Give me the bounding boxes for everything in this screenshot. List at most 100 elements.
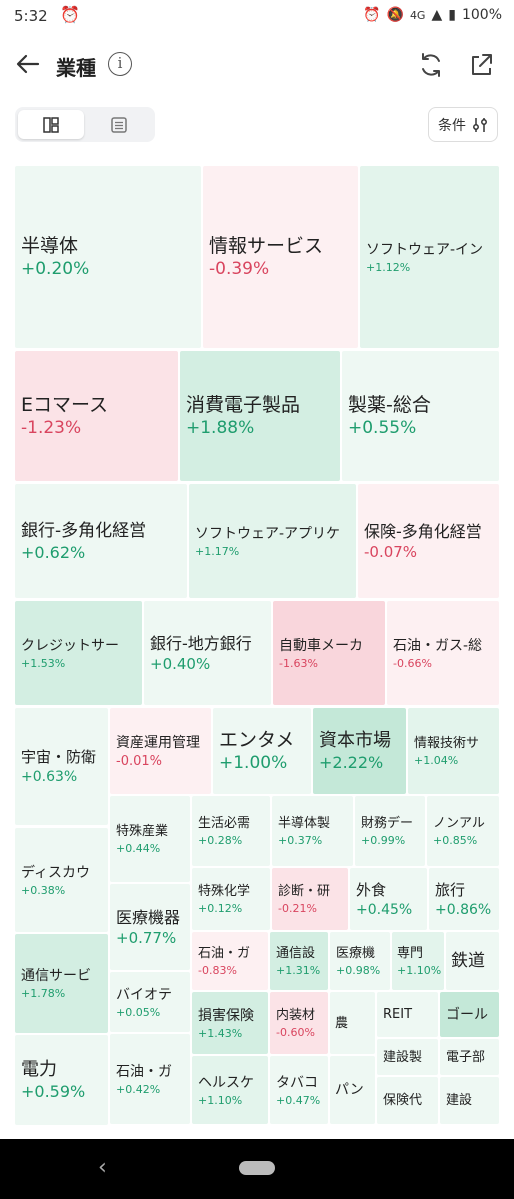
sector-tile[interactable]: バイオテ +0.05%	[110, 972, 190, 1032]
sector-tile[interactable]: 情報技術サ +1.04%	[408, 708, 499, 794]
sector-change: +0.98%	[336, 964, 381, 977]
sector-tile[interactable]: 建設	[440, 1077, 499, 1124]
sector-tile[interactable]: 建設製	[377, 1039, 438, 1075]
sector-name: 資本市場	[319, 730, 391, 751]
sector-name: 半導体	[21, 235, 79, 257]
sector-tile[interactable]: Eコマース -1.23%	[15, 351, 178, 481]
sector-tile[interactable]: クレジットサー +1.53%	[15, 601, 142, 705]
share-icon[interactable]	[466, 50, 496, 80]
sector-tile[interactable]: 医療機器 +0.77%	[110, 884, 190, 970]
sector-tile[interactable]: ソフトウェア-アプリケ +1.17%	[189, 484, 356, 598]
sector-tile[interactable]: 特殊化学 +0.12%	[192, 868, 270, 930]
sector-tile[interactable]: 特殊産業 +0.44%	[110, 796, 190, 882]
sector-tile[interactable]: 財務デー +0.99%	[355, 796, 425, 866]
sector-tile[interactable]: 鉄道	[446, 932, 499, 990]
sector-name: 医療機器	[116, 908, 181, 927]
sector-change: -0.83%	[198, 964, 237, 977]
sector-tile[interactable]: 農	[330, 992, 375, 1054]
sector-change: -0.07%	[364, 543, 418, 561]
sector-name: 鉄道	[451, 951, 485, 971]
sector-tile[interactable]: 宇宙・防衛 +0.63%	[15, 708, 108, 825]
sector-change: +0.85%	[433, 834, 478, 847]
sector-tile[interactable]: 医療機 +0.98%	[330, 932, 390, 990]
sector-name: 宇宙・防衛	[21, 748, 97, 766]
sector-tile[interactable]: パン	[330, 1056, 375, 1124]
sector-name: 半導体製	[278, 816, 331, 831]
sector-name: パン	[335, 1082, 364, 1098]
treemap-view-button[interactable]	[18, 110, 84, 139]
sector-name: 保険代	[383, 1093, 423, 1108]
sector-change: -0.01%	[116, 754, 162, 769]
sector-name: 内装材	[276, 1008, 316, 1023]
sector-tile[interactable]: 半導体製 +0.37%	[272, 796, 353, 866]
back-arrow-icon[interactable]	[14, 50, 44, 80]
sector-tile[interactable]: 保険-多角化経営 -0.07%	[358, 484, 499, 598]
sector-tile[interactable]: 保険代	[377, 1077, 438, 1124]
sector-change: +1.10%	[397, 964, 442, 977]
sector-tile[interactable]: REIT	[377, 992, 438, 1037]
battery-level: 100%	[461, 7, 502, 23]
sector-tile[interactable]: 生活必需 +0.28%	[192, 796, 270, 866]
sector-tile[interactable]: ディスカウ +0.38%	[15, 828, 108, 932]
condition-button[interactable]: 条件	[428, 107, 498, 142]
sector-name: 診断・研	[278, 884, 331, 899]
sector-name: 消費電子製品	[186, 394, 301, 416]
sector-change: +1.17%	[195, 545, 240, 558]
sector-change: +1.10%	[198, 1094, 243, 1107]
sector-tile[interactable]: 情報サービス -0.39%	[203, 166, 358, 348]
sector-tile[interactable]: ノンアル +0.85%	[427, 796, 499, 866]
sector-tile[interactable]: 石油・ガ -0.83%	[192, 932, 268, 990]
sector-tile[interactable]: タバコ +0.47%	[270, 1056, 328, 1124]
sector-tile[interactable]: 専門 +1.10%	[392, 932, 444, 990]
sector-tile[interactable]: 外食 +0.45%	[350, 868, 427, 930]
sector-tile[interactable]: 半導体 +0.20%	[15, 166, 201, 348]
sector-tile[interactable]: エンタメ +1.00%	[213, 708, 311, 794]
nav-back-icon[interactable]: ‹	[98, 1155, 107, 1180]
sector-tile[interactable]: 電子部	[440, 1039, 499, 1075]
list-view-button[interactable]	[86, 110, 152, 139]
sector-change: +0.59%	[21, 1082, 86, 1101]
sector-name: クレジットサー	[21, 638, 119, 654]
sector-name: 石油・ガス-総	[393, 638, 483, 654]
sector-tile[interactable]: 通信サービ +1.78%	[15, 934, 108, 1033]
sector-change: +0.99%	[361, 834, 406, 847]
sector-change: +1.12%	[366, 261, 411, 274]
sector-change: +0.86%	[435, 902, 492, 918]
sector-tile[interactable]: 石油・ガス-総 -0.66%	[387, 601, 499, 705]
sector-name: 石油・ガ	[116, 1064, 172, 1080]
sector-change: +0.62%	[21, 543, 86, 562]
sector-tile[interactable]: ヘルスケ +1.10%	[192, 1056, 268, 1124]
battery-icon: ▮	[448, 7, 456, 23]
sector-tile[interactable]: 電力 +0.59%	[15, 1035, 108, 1125]
network-label: 4G	[409, 8, 426, 22]
sector-tile[interactable]: 内装材 -0.60%	[270, 992, 328, 1054]
sector-name: 財務デー	[361, 816, 414, 831]
sector-tile[interactable]: 通信設 +1.31%	[270, 932, 328, 990]
system-nav-bar: ‹	[0, 1139, 514, 1199]
sector-tile[interactable]: 資産運用管理 -0.01%	[110, 708, 211, 794]
sector-tile[interactable]: 銀行-地方銀行 +0.40%	[144, 601, 271, 705]
sector-tile[interactable]: 製薬-総合 +0.55%	[342, 351, 499, 481]
sector-change: -1.63%	[279, 657, 318, 670]
sector-name: 建設	[446, 1093, 473, 1108]
refresh-icon[interactable]	[416, 50, 446, 80]
sector-name: 特殊産業	[116, 824, 169, 839]
nav-home-pill[interactable]	[239, 1161, 275, 1175]
info-icon[interactable]: i	[108, 52, 132, 76]
sector-tile[interactable]: 消費電子製品 +1.88%	[180, 351, 340, 481]
sector-tile[interactable]: 自動車メーカ -1.63%	[273, 601, 385, 705]
sector-name: ソフトウェア-アプリケ	[195, 526, 341, 542]
sector-tile[interactable]: 石油・ガ +0.42%	[110, 1034, 190, 1124]
sector-tile[interactable]: ソフトウェア-イン +1.12%	[360, 166, 499, 348]
sector-change: +2.22%	[319, 753, 384, 772]
sector-change: -0.39%	[209, 259, 270, 279]
sector-name: 専門	[397, 946, 424, 961]
sector-tile[interactable]: 資本市場 +2.22%	[313, 708, 406, 794]
sector-change: +0.44%	[116, 842, 161, 855]
sector-tile[interactable]: 診断・研 -0.21%	[272, 868, 348, 930]
sector-tile[interactable]: 銀行-多角化経営 +0.62%	[15, 484, 187, 598]
sector-tile[interactable]: ゴール	[440, 992, 499, 1037]
sector-tile[interactable]: 旅行 +0.86%	[429, 868, 499, 930]
sector-name: 保険-多角化経営	[364, 522, 482, 541]
sector-tile[interactable]: 損害保険 +1.43%	[192, 992, 268, 1054]
